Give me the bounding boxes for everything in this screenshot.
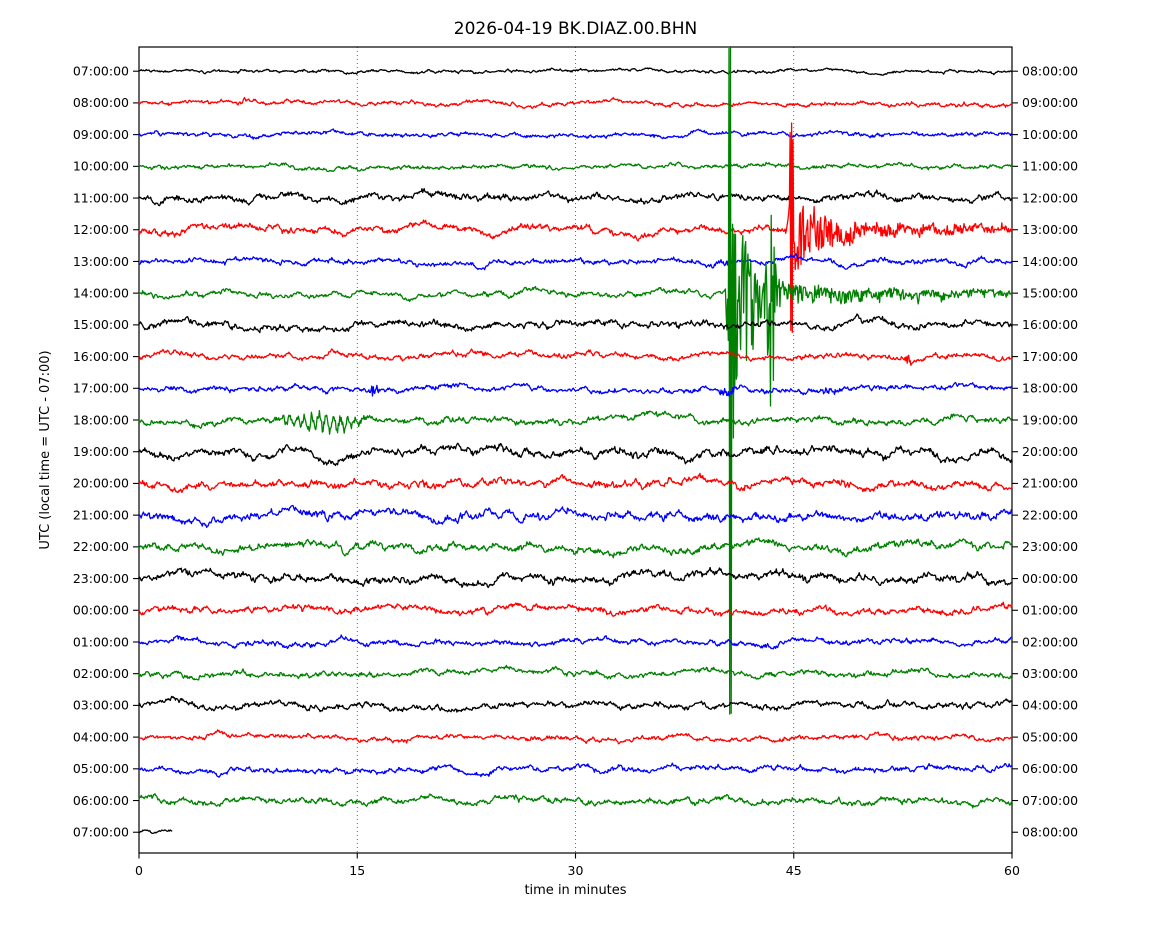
trace-row-24-070000 [138,829,173,835]
trace-row-9-160000 [138,348,1013,366]
local-time-label: 08:00:00 [1022,64,1078,79]
trace-row-12-190000 [138,442,1013,467]
local-time-label: 10:00:00 [1022,127,1078,142]
trace-row-6-130000 [138,253,1013,271]
local-time-label: 09:00:00 [1022,95,1078,110]
local-time-label: 01:00:00 [1022,603,1078,618]
trace-row-11-180000 [138,409,1013,435]
trace-row-10-170000 [138,381,1013,397]
utc-time-label: 13:00:00 [73,254,129,269]
utc-time-label: 02:00:00 [73,666,129,681]
trace-row-22-050000 [138,762,1013,778]
utc-time-label: 07:00:00 [73,64,129,79]
trace-row-13-200000 [138,472,1013,494]
local-time-label: 02:00:00 [1022,634,1078,649]
utc-time-label: 16:00:00 [73,349,129,364]
trace-row-17-000000 [138,601,1013,617]
local-time-label: 20:00:00 [1022,444,1078,459]
utc-time-label: 20:00:00 [73,476,129,491]
utc-time-label: 12:00:00 [73,222,129,237]
utc-time-label: 03:00:00 [73,698,129,713]
local-time-label: 08:00:00 [1022,825,1078,840]
local-time-label: 05:00:00 [1022,729,1078,744]
local-time-label: 07:00:00 [1022,793,1078,808]
utc-time-label: 05:00:00 [73,761,129,776]
trace-row-0-070000 [138,67,1013,76]
x-tick-label: 45 [786,863,802,878]
utc-time-label: 08:00:00 [73,95,129,110]
utc-time-label: 06:00:00 [73,793,129,808]
y-axis-label: UTC (local time = UTC - 07:00) [38,350,53,550]
trace-row-20-030000 [138,695,1013,713]
local-time-label: 16:00:00 [1022,317,1078,332]
x-tick-label: 30 [568,863,584,878]
utc-time-label: 11:00:00 [73,190,129,205]
utc-time-label: 04:00:00 [73,729,129,744]
local-time-label: 21:00:00 [1022,476,1078,491]
trace-row-19-020000 [138,664,1013,681]
trace-row-21-040000 [138,729,1013,745]
trace-row-14-210000 [138,504,1013,529]
x-tick-label: 15 [349,863,365,878]
utc-time-label: 21:00:00 [73,507,129,522]
local-time-label: 06:00:00 [1022,761,1078,776]
utc-time-label: 19:00:00 [73,444,129,459]
trace-row-3-100000 [138,161,1013,173]
utc-time-label: 18:00:00 [73,412,129,427]
utc-time-label: 14:00:00 [73,285,129,300]
x-tick-label: 0 [135,863,143,878]
utc-time-label: 22:00:00 [73,539,129,554]
local-time-label: 17:00:00 [1022,349,1078,364]
trace-row-7-140000 [138,47,1013,715]
utc-time-label: 15:00:00 [73,317,129,332]
trace-row-4-110000 [138,188,1013,207]
trace-row-16-230000 [138,566,1013,589]
trace-row-18-010000 [138,634,1013,650]
local-time-label: 04:00:00 [1022,698,1078,713]
local-time-label: 03:00:00 [1022,666,1078,681]
local-time-label: 23:00:00 [1022,539,1078,554]
local-time-label: 15:00:00 [1022,285,1078,300]
utc-time-label: 00:00:00 [73,603,129,618]
local-time-label: 00:00:00 [1022,571,1078,586]
x-axis-label: time in minutes [524,883,627,898]
trace-row-1-080000 [138,96,1013,109]
local-time-label: 11:00:00 [1022,159,1078,174]
local-time-label: 22:00:00 [1022,507,1078,522]
utc-time-label: 10:00:00 [73,159,129,174]
trace-row-23-060000 [138,793,1013,809]
local-time-label: 19:00:00 [1022,412,1078,427]
utc-time-label: 01:00:00 [73,634,129,649]
utc-time-label: 17:00:00 [73,381,129,396]
trace-row-15-220000 [138,537,1013,559]
local-time-label: 12:00:00 [1022,190,1078,205]
local-time-label: 13:00:00 [1022,222,1078,237]
utc-time-label: 09:00:00 [73,127,129,142]
utc-time-label: 23:00:00 [73,571,129,586]
trace-row-8-150000 [138,313,1013,334]
x-tick-label: 60 [1004,863,1020,878]
trace-row-5-120000 [138,122,1013,334]
trace-row-2-090000 [138,128,1013,140]
local-time-label: 14:00:00 [1022,254,1078,269]
local-time-label: 18:00:00 [1022,381,1078,396]
chart-title: 2026-04-19 BK.DIAZ.00.BHN [453,19,698,39]
utc-time-label: 07:00:00 [73,825,129,840]
